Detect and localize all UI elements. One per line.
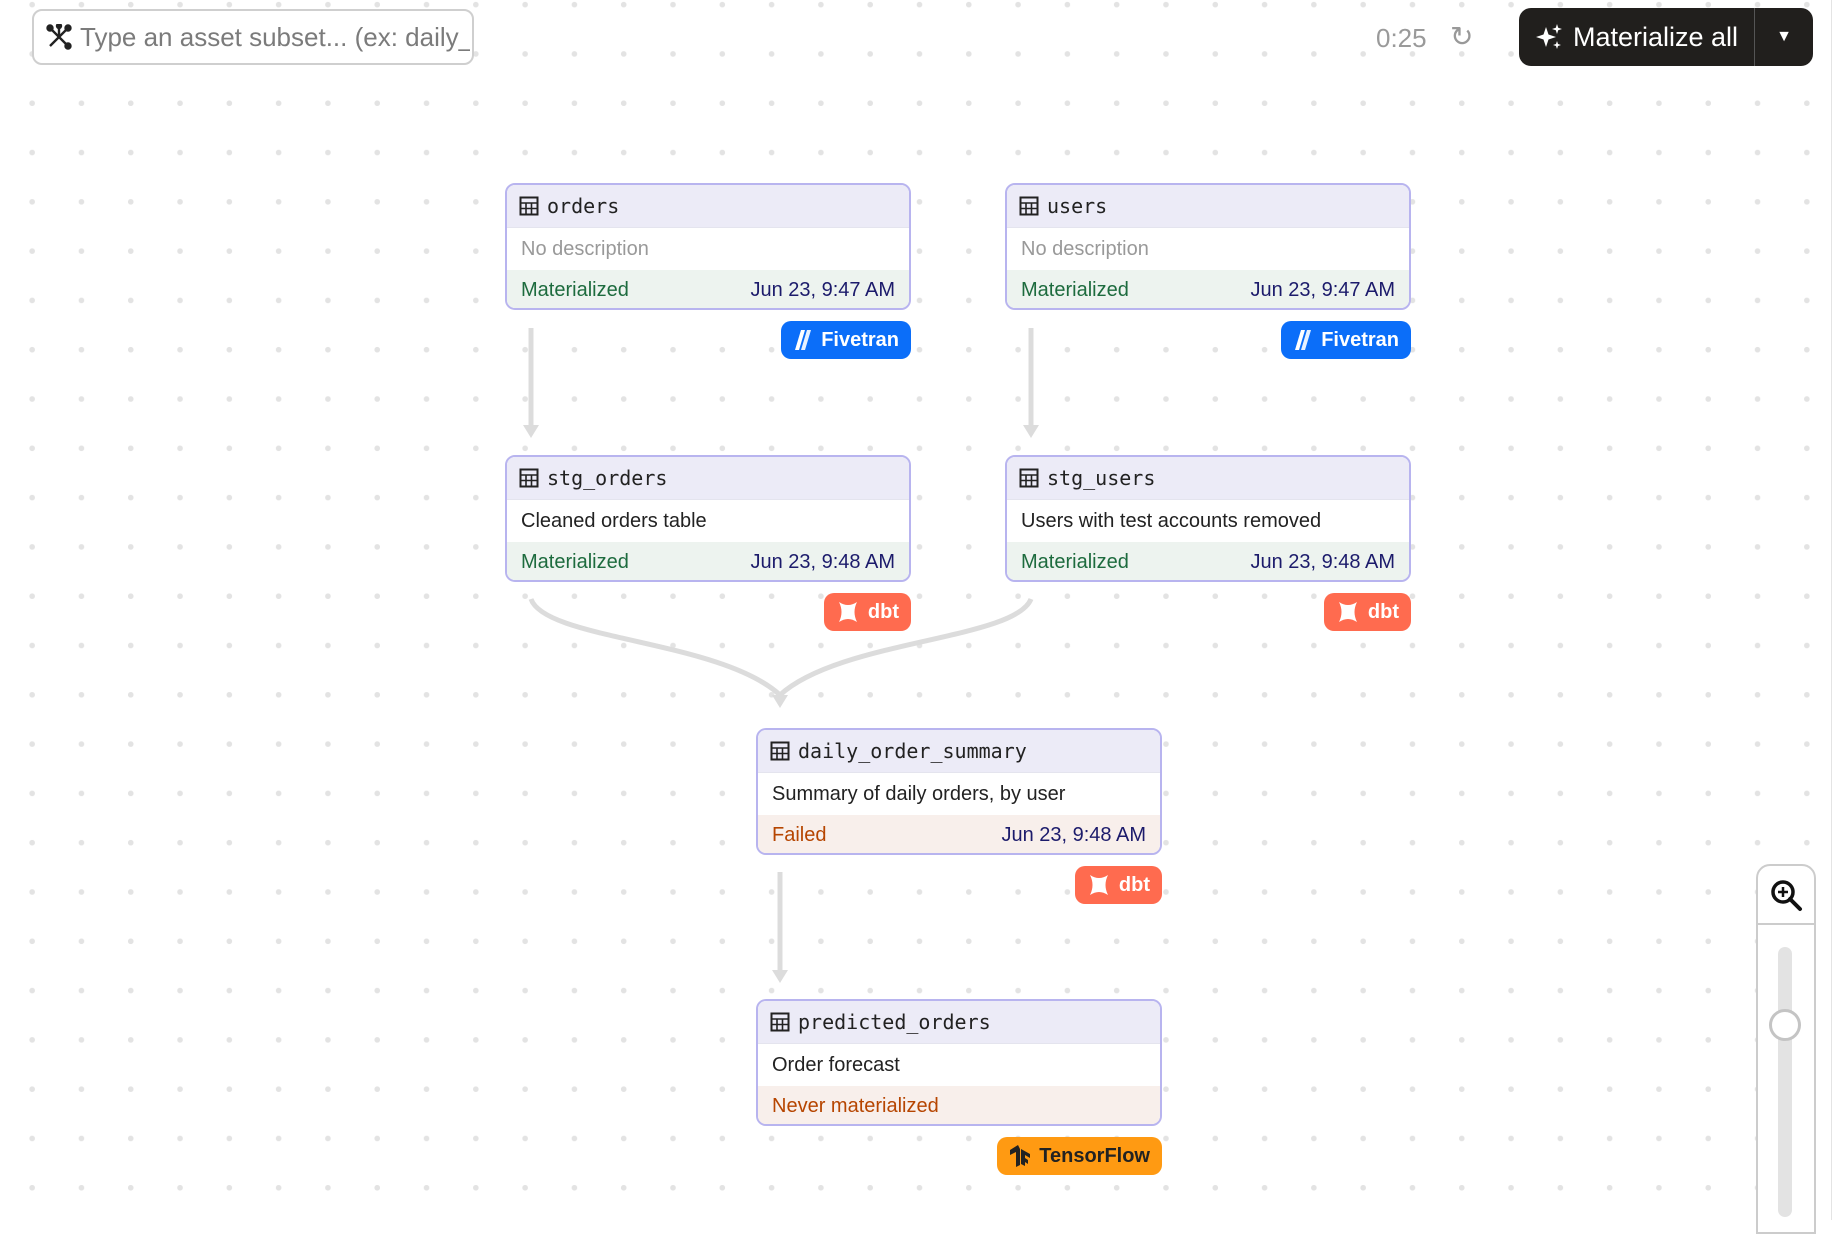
arrowhead [523, 425, 539, 438]
asset-status-row: Never materialized [758, 1086, 1160, 1124]
compute-kind-badge: Fivetran [1281, 321, 1411, 359]
asset-name: users [1047, 194, 1108, 218]
materialize-all-main[interactable]: Materialize all [1519, 8, 1755, 66]
materialize-all-label: Materialize all [1573, 21, 1739, 52]
compute-kind-badge: dbt [1323, 593, 1411, 631]
status-text: Failed [772, 823, 827, 846]
refresh-icon[interactable]: ↻ [1450, 21, 1474, 52]
edge-stg-orders-daily [528, 597, 782, 697]
fivetran-icon [1293, 328, 1313, 352]
asset-status-row: Materialized Jun 23, 9:47 AM [507, 270, 909, 308]
asset-node-stg-users[interactable]: stg_users Users with test accounts remov… [1005, 455, 1411, 582]
status-time: Jun 23, 9:48 AM [1250, 550, 1395, 573]
compute-kind-badge: Fivetran [781, 321, 911, 359]
compute-kind-label: dbt [1367, 600, 1399, 623]
status-text: Materialized [521, 278, 629, 301]
table-icon [1019, 468, 1039, 488]
zoom-control [1756, 864, 1816, 1234]
compute-kind-label: dbt [867, 600, 899, 623]
compute-kind-badge: dbt [823, 593, 911, 631]
fivetran-icon [793, 328, 813, 352]
table-icon [770, 741, 790, 761]
asset-description: Summary of daily orders, by user [772, 782, 1066, 805]
table-icon [519, 196, 539, 216]
compute-kind-badge: dbt [1074, 866, 1162, 904]
compute-kind-label: dbt [1118, 873, 1150, 896]
asset-node-daily-order-summary[interactable]: daily_order_summary Summary of daily ord… [756, 728, 1162, 855]
caret-down-icon[interactable]: ▼ [1776, 28, 1792, 45]
node-header: predicted_orders [758, 1001, 1160, 1044]
asset-description: No description [1021, 237, 1149, 260]
compute-kind-label: Fivetran [821, 328, 899, 351]
status-time: Jun 23, 9:48 AM [750, 550, 895, 573]
table-icon [770, 1012, 790, 1032]
asset-selection-icon [46, 24, 72, 50]
tensorflow-icon [1009, 1144, 1031, 1168]
asset-node-stg-orders[interactable]: stg_orders Cleaned orders table Material… [505, 455, 911, 582]
asset-node-orders[interactable]: orders No description Materialized Jun 23… [505, 183, 911, 310]
zoom-in-icon[interactable] [1758, 866, 1814, 925]
refresh-timer: 0:25 [1376, 23, 1427, 53]
node-header: orders [507, 185, 909, 228]
dbt-icon [1336, 600, 1360, 624]
table-icon [1019, 196, 1039, 216]
dbt-icon [1087, 873, 1111, 897]
node-header: daily_order_summary [758, 730, 1160, 773]
zoom-slider-handle[interactable] [1769, 1009, 1801, 1042]
asset-description: Cleaned orders table [521, 509, 707, 532]
asset-status-row: Materialized Jun 23, 9:48 AM [1007, 542, 1409, 580]
asset-description: Users with test accounts removed [1021, 509, 1322, 532]
asset-node-users[interactable]: users No description Materialized Jun 23,… [1005, 183, 1411, 310]
asset-name: stg_users [1047, 466, 1156, 490]
asset-name: stg_orders [547, 466, 668, 490]
table-icon [519, 468, 539, 488]
compute-kind-label: Fivetran [1321, 328, 1399, 351]
status-time: Jun 23, 9:47 AM [750, 278, 895, 301]
materialize-all-button[interactable]: Materialize all ▼ [1519, 8, 1813, 66]
dbt-icon [836, 600, 860, 624]
asset-name: predicted_orders [798, 1010, 991, 1034]
asset-status-row: Materialized Jun 23, 9:48 AM [507, 542, 909, 580]
asset-status-row: Materialized Jun 23, 9:47 AM [1007, 270, 1409, 308]
asset-status-row: Failed Jun 23, 9:48 AM [758, 815, 1160, 853]
status-text: Materialized [521, 550, 629, 573]
search-input[interactable] [80, 21, 470, 53]
zoom-slider-track[interactable] [1778, 947, 1792, 1217]
edge-stg-users-daily [778, 597, 1034, 697]
asset-name: daily_order_summary [798, 739, 1027, 763]
asset-name: orders [547, 194, 620, 218]
asset-node-predicted-orders[interactable]: predicted_orders Order forecast Never ma… [756, 999, 1162, 1126]
status-text: Never materialized [772, 1094, 939, 1117]
arrowhead [772, 970, 788, 983]
asset-search[interactable] [32, 9, 474, 65]
arrowhead [772, 695, 788, 708]
status-text: Materialized [1021, 550, 1129, 573]
arrowhead [1023, 425, 1039, 438]
node-header: stg_users [1007, 457, 1409, 500]
status-time: Jun 23, 9:47 AM [1250, 278, 1395, 301]
panel-divider [1831, 0, 1832, 1220]
status-time: Jun 23, 9:48 AM [1001, 823, 1146, 846]
asset-description: No description [521, 237, 649, 260]
node-header: users [1007, 185, 1409, 228]
status-text: Materialized [1021, 278, 1129, 301]
asset-description: Order forecast [772, 1053, 900, 1076]
compute-kind-label: TensorFlow [1039, 1144, 1150, 1167]
compute-kind-badge: TensorFlow [997, 1137, 1162, 1175]
node-header: stg_orders [507, 457, 909, 500]
sparkle-icon [1536, 24, 1562, 49]
